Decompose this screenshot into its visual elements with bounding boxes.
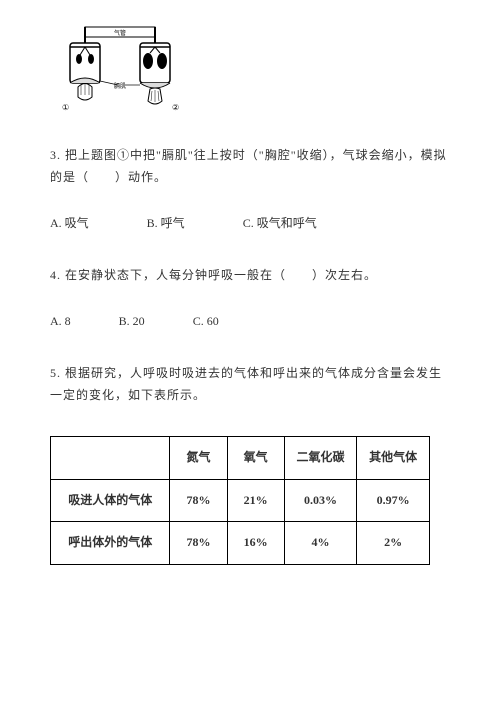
q3-option-a: A. 吸气 <box>50 213 89 235</box>
table-header-nitrogen: 氮气 <box>170 437 227 480</box>
q4-option-b: B. 20 <box>119 311 145 333</box>
table-header-row: 氮气 氧气 二氧化碳 其他气体 <box>51 437 430 480</box>
table-header-co2: 二氧化碳 <box>284 437 357 480</box>
q3-option-b: B. 呼气 <box>147 213 185 235</box>
question-3: 3. 把上题图①中把"膈肌"往上按时（"胸腔"收缩），气球会缩小，模拟的是（ ）… <box>50 145 450 235</box>
table-cell: 78% <box>170 522 227 565</box>
table-header-blank <box>51 437 170 480</box>
table-exhale-label: 呼出体外的气体 <box>51 522 170 565</box>
question-4-options: A. 8 B. 20 C. 60 <box>50 311 450 333</box>
svg-text:气管: 气管 <box>114 29 126 37</box>
svg-text:②: ② <box>172 103 179 112</box>
table-cell: 2% <box>357 522 430 565</box>
table-cell: 78% <box>170 479 227 522</box>
question-5: 5. 根据研究，人呼吸时吸进去的气体和呼出来的气体成分含量会发生一定的变化，如下… <box>50 363 450 406</box>
svg-text:①: ① <box>62 103 69 112</box>
table-inhale-label: 吸进人体的气体 <box>51 479 170 522</box>
question-3-options: A. 吸气 B. 呼气 C. 吸气和呼气 <box>50 213 450 235</box>
table-header-oxygen: 氧气 <box>227 437 284 480</box>
table-cell: 16% <box>227 522 284 565</box>
q3-option-c: C. 吸气和呼气 <box>243 213 317 235</box>
question-5-text: 5. 根据研究，人呼吸时吸进去的气体和呼出来的气体成分含量会发生一定的变化，如下… <box>50 363 450 406</box>
question-4: 4. 在安静状态下，人每分钟呼吸一般在（ ）次左右。 A. 8 B. 20 C.… <box>50 265 450 333</box>
table-row: 呼出体外的气体 78% 16% 4% 2% <box>51 522 430 565</box>
table-cell: 0.03% <box>284 479 357 522</box>
respiration-model-diagram: 气管 ① ② 膈肌 <box>50 25 190 115</box>
table-cell: 4% <box>284 522 357 565</box>
table-cell: 21% <box>227 479 284 522</box>
table-header-other: 其他气体 <box>357 437 430 480</box>
svg-text:膈肌: 膈肌 <box>114 83 126 90</box>
gas-composition-table: 氮气 氧气 二氧化碳 其他气体 吸进人体的气体 78% 21% 0.03% 0.… <box>50 436 430 565</box>
diagram-svg: 气管 ① ② 膈肌 <box>50 25 190 115</box>
table-row: 吸进人体的气体 78% 21% 0.03% 0.97% <box>51 479 430 522</box>
q4-option-c: C. 60 <box>193 311 219 333</box>
table-cell: 0.97% <box>357 479 430 522</box>
q4-option-a: A. 8 <box>50 311 71 333</box>
question-4-text: 4. 在安静状态下，人每分钟呼吸一般在（ ）次左右。 <box>50 265 450 287</box>
question-3-text: 3. 把上题图①中把"膈肌"往上按时（"胸腔"收缩），气球会缩小，模拟的是（ ）… <box>50 145 450 188</box>
